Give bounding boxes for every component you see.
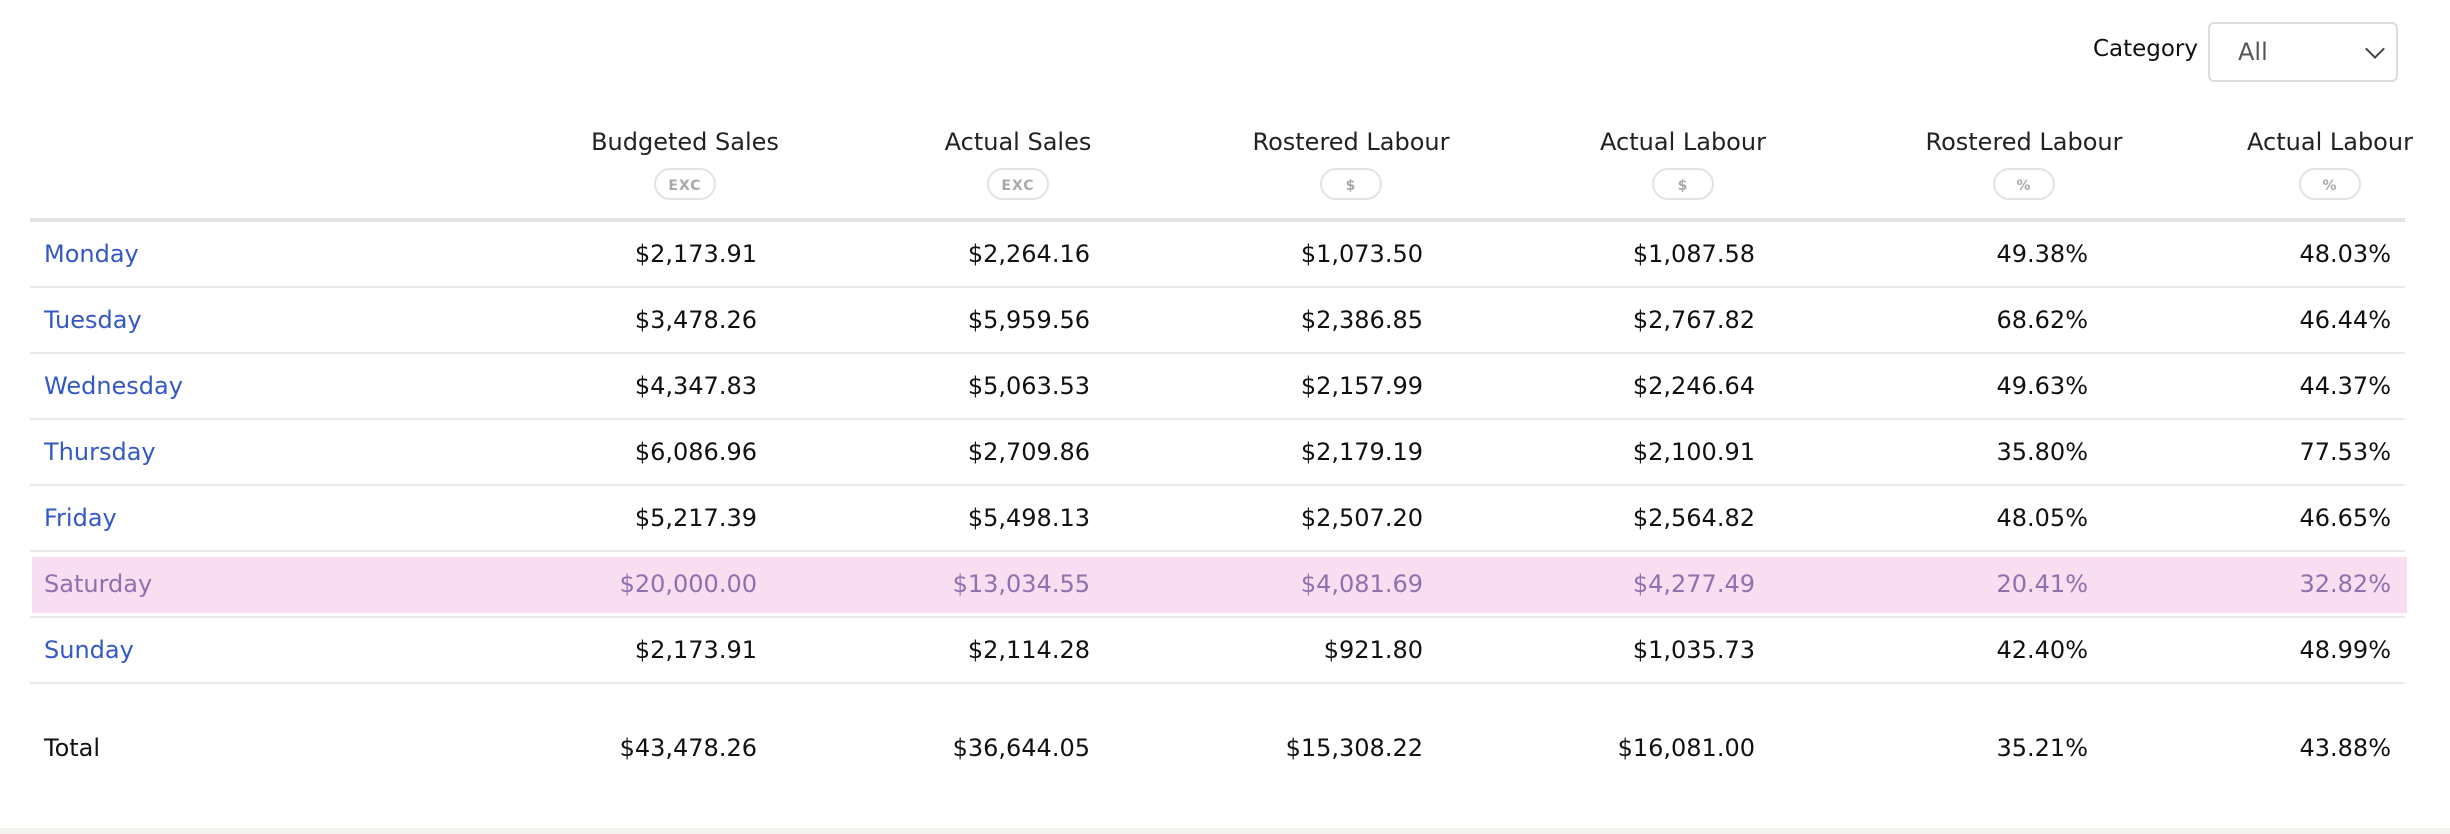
actual-labour-dollars-value: $2,564.82: [1632, 504, 1755, 532]
rostered-labour-percent-value: 48.05%: [1996, 504, 2088, 532]
category-filter-label: Category: [2092, 36, 2198, 62]
day-link[interactable]: Sunday: [44, 636, 134, 664]
actual-labour-dollars-value: $4,277.49: [1632, 570, 1755, 598]
day-link[interactable]: Saturday: [44, 570, 153, 598]
actual-labour-percent-total: 43.88%: [2299, 734, 2391, 762]
column-header-actual-labour-dollars: Actual Labour $: [1533, 128, 1833, 200]
table-header: Budgeted Sales EXC Actual Sales EXC Rost…: [30, 122, 2413, 222]
rostered-labour-dollars-value: $4,081.69: [1300, 570, 1423, 598]
actual-labour-dollars-total: $16,081.00: [1617, 734, 1755, 762]
table-row-friday: Friday $5,217.39 $5,498.13 $2,507.20 $2,…: [30, 486, 2405, 552]
column-unit-badge: %: [2299, 168, 2361, 200]
column-header-budgeted-sales: Budgeted Sales EXC: [535, 128, 835, 200]
budgeted-sales-value: $5,217.39: [634, 504, 757, 532]
actual-labour-dollars-value: $1,087.58: [1632, 240, 1755, 268]
table-row-monday: Monday $2,173.91 $2,264.16 $1,073.50 $1,…: [30, 222, 2405, 288]
actual-labour-percent-value: 46.65%: [2299, 504, 2391, 532]
actual-labour-percent-value: 44.37%: [2299, 372, 2391, 400]
column-header-actual-labour-percent: Actual Labour %: [2180, 128, 2450, 200]
table-row-sunday: Sunday $2,173.91 $2,114.28 $921.80 $1,03…: [30, 618, 2405, 684]
actual-sales-total: $36,644.05: [952, 734, 1090, 762]
actual-sales-value: $5,959.56: [967, 306, 1090, 334]
actual-labour-dollars-value: $2,246.64: [1632, 372, 1755, 400]
actual-sales-value: $2,264.16: [967, 240, 1090, 268]
rostered-labour-percent-value: 35.80%: [1996, 438, 2088, 466]
column-unit-badge: $: [1652, 168, 1714, 200]
day-link[interactable]: Monday: [44, 240, 139, 268]
budgeted-sales-value: $3,478.26: [634, 306, 757, 334]
rostered-labour-dollars-total: $15,308.22: [1285, 734, 1423, 762]
rostered-labour-percent-value: 68.62%: [1996, 306, 2088, 334]
chevron-down-icon: [2365, 39, 2385, 59]
actual-labour-percent-value: 46.44%: [2299, 306, 2391, 334]
table-row-tuesday: Tuesday $3,478.26 $5,959.56 $2,386.85 $2…: [30, 288, 2405, 354]
budgeted-sales-value: $2,173.91: [634, 240, 757, 268]
table-row-thursday: Thursday $6,086.96 $2,709.86 $2,179.19 $…: [30, 420, 2405, 486]
rostered-labour-percent-value: 49.38%: [1996, 240, 2088, 268]
rostered-labour-percent-value: 42.40%: [1996, 636, 2088, 664]
column-header-rostered-labour-dollars: Rostered Labour $: [1201, 128, 1501, 200]
rostered-labour-dollars-value: $2,386.85: [1300, 306, 1423, 334]
budgeted-sales-value: $6,086.96: [634, 438, 757, 466]
rostered-labour-dollars-value: $1,073.50: [1300, 240, 1423, 268]
rostered-labour-dollars-value: $2,179.19: [1300, 438, 1423, 466]
rostered-labour-dollars-value: $2,507.20: [1300, 504, 1423, 532]
budgeted-sales-value: $20,000.00: [619, 570, 757, 598]
actual-sales-value: $2,114.28: [967, 636, 1090, 664]
budgeted-sales-value: $2,173.91: [634, 636, 757, 664]
actual-labour-percent-value: 48.99%: [2299, 636, 2391, 664]
actual-labour-percent-value: 77.53%: [2299, 438, 2391, 466]
total-label: Total: [44, 734, 101, 762]
table-row-saturday: Saturday $20,000.00 $13,034.55 $4,081.69…: [30, 552, 2407, 618]
actual-sales-value: $13,034.55: [952, 570, 1090, 598]
actual-sales-value: $5,063.53: [967, 372, 1090, 400]
column-header-rostered-labour-percent: Rostered Labour %: [1874, 128, 2174, 200]
actual-labour-dollars-value: $2,100.91: [1632, 438, 1755, 466]
row-highlight: [32, 557, 2407, 613]
day-link[interactable]: Thursday: [44, 438, 156, 466]
rostered-labour-percent-total: 35.21%: [1996, 734, 2088, 762]
category-filter: Category All: [2093, 22, 2398, 82]
column-unit-badge: $: [1320, 168, 1382, 200]
actual-sales-value: $5,498.13: [967, 504, 1090, 532]
actual-labour-percent-value: 32.82%: [2299, 570, 2391, 598]
rostered-labour-dollars-value: $921.80: [1323, 636, 1423, 664]
daily-summary-table: Budgeted Sales EXC Actual Sales EXC Rost…: [30, 122, 2413, 810]
table-total-row: Total $43,478.26 $36,644.05 $15,308.22 $…: [30, 684, 2405, 810]
rostered-labour-percent-value: 49.63%: [1996, 372, 2088, 400]
actual-sales-value: $2,709.86: [967, 438, 1090, 466]
actual-labour-dollars-value: $2,767.82: [1632, 306, 1755, 334]
category-select[interactable]: All: [2208, 22, 2398, 82]
category-select-value: All: [2238, 38, 2268, 66]
day-link[interactable]: Friday: [44, 504, 117, 532]
actual-labour-dollars-value: $1,035.73: [1632, 636, 1755, 664]
budgeted-sales-total: $43,478.26: [619, 734, 757, 762]
column-unit-badge: %: [1993, 168, 2055, 200]
budgeted-sales-value: $4,347.83: [634, 372, 757, 400]
day-link[interactable]: Tuesday: [44, 306, 142, 334]
rostered-labour-dollars-value: $2,157.99: [1300, 372, 1423, 400]
column-header-actual-sales: Actual Sales EXC: [868, 128, 1168, 200]
table-row-wednesday: Wednesday $4,347.83 $5,063.53 $2,157.99 …: [30, 354, 2405, 420]
column-unit-badge: EXC: [987, 168, 1049, 200]
column-unit-badge: EXC: [654, 168, 716, 200]
day-link[interactable]: Wednesday: [44, 372, 183, 400]
rostered-labour-percent-value: 20.41%: [1996, 570, 2088, 598]
actual-labour-percent-value: 48.03%: [2299, 240, 2391, 268]
